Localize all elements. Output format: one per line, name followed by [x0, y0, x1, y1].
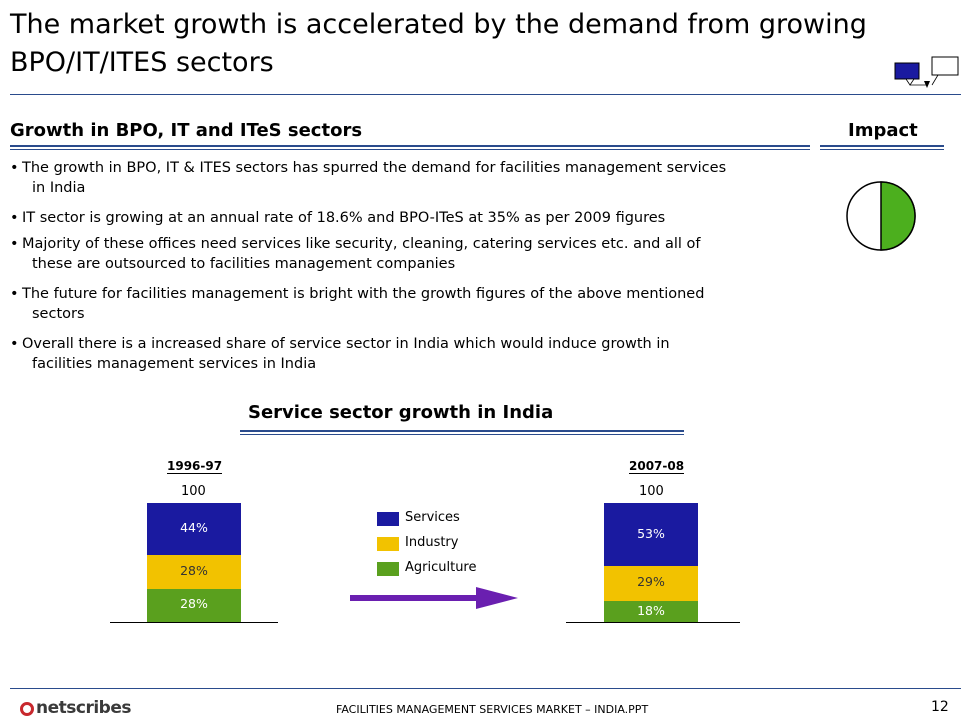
bar-segment-industry: 29% [604, 566, 698, 601]
bar-segment-services: 53% [604, 503, 698, 567]
bullet-dot: • [10, 160, 19, 176]
netscribes-logo: netscribes [20, 698, 131, 718]
legend-label-industry: Industry [405, 535, 459, 550]
bar-label-services: 53% [637, 525, 665, 541]
section-heading-underline [10, 145, 810, 150]
year-label-2007-08: 2007-08 [629, 459, 685, 474]
bullet-text-line-2: in India [32, 180, 86, 196]
bullet-text-line-1: IT sector is growing at an annual rate o… [22, 210, 666, 226]
impact-harvey-ball [846, 181, 916, 251]
page-number: 12 [931, 699, 949, 715]
bullet-dot: • [10, 286, 19, 302]
chart-legend: Services Industry Agriculture [377, 510, 507, 582]
bar-label-industry: 28% [180, 563, 208, 579]
bar-segment-agriculture: 18% [604, 600, 698, 622]
slide-title-line-2: BPO/IT/ITES sectors [10, 47, 274, 78]
baseline-1996-97 [110, 622, 278, 623]
legend-swatch-services [377, 512, 399, 526]
stacked-bar-1996-97: 44% 28% 28% [147, 503, 241, 622]
impact-underline [820, 145, 944, 150]
bar-segment-industry: 28% [147, 555, 241, 589]
footer-document-title: FACILITIES MANAGEMENT SERVICES MARKET – … [336, 703, 649, 716]
title-divider [10, 94, 961, 95]
bar-segment-services: 44% [147, 503, 241, 556]
stacked-bar-2007-08: 53% 29% 18% [604, 503, 698, 622]
bullet-dot: • [10, 236, 19, 252]
legend-swatch-agriculture [377, 562, 399, 576]
year-label-1996-97: 1996-97 [167, 459, 223, 474]
bar-segment-agriculture: 28% [147, 588, 241, 622]
bullet-text-line-1: The future for facilities management is … [22, 286, 705, 302]
growth-arrow-icon [350, 587, 518, 609]
chart-title-underline [240, 430, 684, 435]
section-heading: Growth in BPO, IT and ITeS sectors [10, 120, 363, 141]
bullet-dot: • [10, 336, 19, 352]
chart-title: Service sector growth in India [248, 402, 554, 423]
baseline-2007-08 [566, 622, 740, 623]
legend-label-services: Services [405, 510, 460, 525]
presentation-monitor-icon [894, 56, 959, 88]
bullet-dot: • [10, 210, 19, 226]
impact-label: Impact [848, 120, 918, 141]
slide-title-line-1: The market growth is accelerated by the … [10, 9, 867, 40]
netscribes-logo-text: netscribes [36, 698, 131, 718]
bullet-item: • Overall there is a increased share of s… [10, 334, 800, 374]
bullet-item: • The growth in BPO, IT & ITES sectors ha… [10, 158, 800, 198]
total-label-1996-97: 100 [181, 484, 206, 499]
bar-label-agriculture: 18% [637, 602, 665, 618]
bullet-text-line-1: Overall there is a increased share of se… [22, 336, 670, 352]
bar-label-industry: 29% [637, 574, 665, 590]
total-label-2007-08: 100 [639, 484, 664, 499]
bullet-text-line-2: facilities management services in India [32, 356, 317, 372]
bullet-item: • IT sector is growing at an annual rate … [10, 208, 800, 228]
bullet-text-line-2: these are outsourced to facilities manag… [32, 256, 456, 272]
legend-label-agriculture: Agriculture [405, 560, 477, 575]
legend-swatch-industry [377, 537, 399, 551]
slide-title: The market growth is accelerated by the … [10, 6, 890, 82]
bar-label-services: 44% [180, 520, 208, 536]
bar-label-agriculture: 28% [180, 596, 208, 612]
bullet-text-line-1: Majority of these offices need services … [22, 236, 701, 252]
bullet-text-line-1: The growth in BPO, IT & ITES sectors has… [22, 160, 727, 176]
bullet-text-line-2: sectors [32, 306, 85, 322]
bullet-item: • The future for facilities management is… [10, 284, 800, 324]
netscribes-logo-icon [20, 702, 34, 716]
bullet-item: • Majority of these offices need services… [10, 234, 800, 274]
footer-divider [10, 688, 961, 689]
